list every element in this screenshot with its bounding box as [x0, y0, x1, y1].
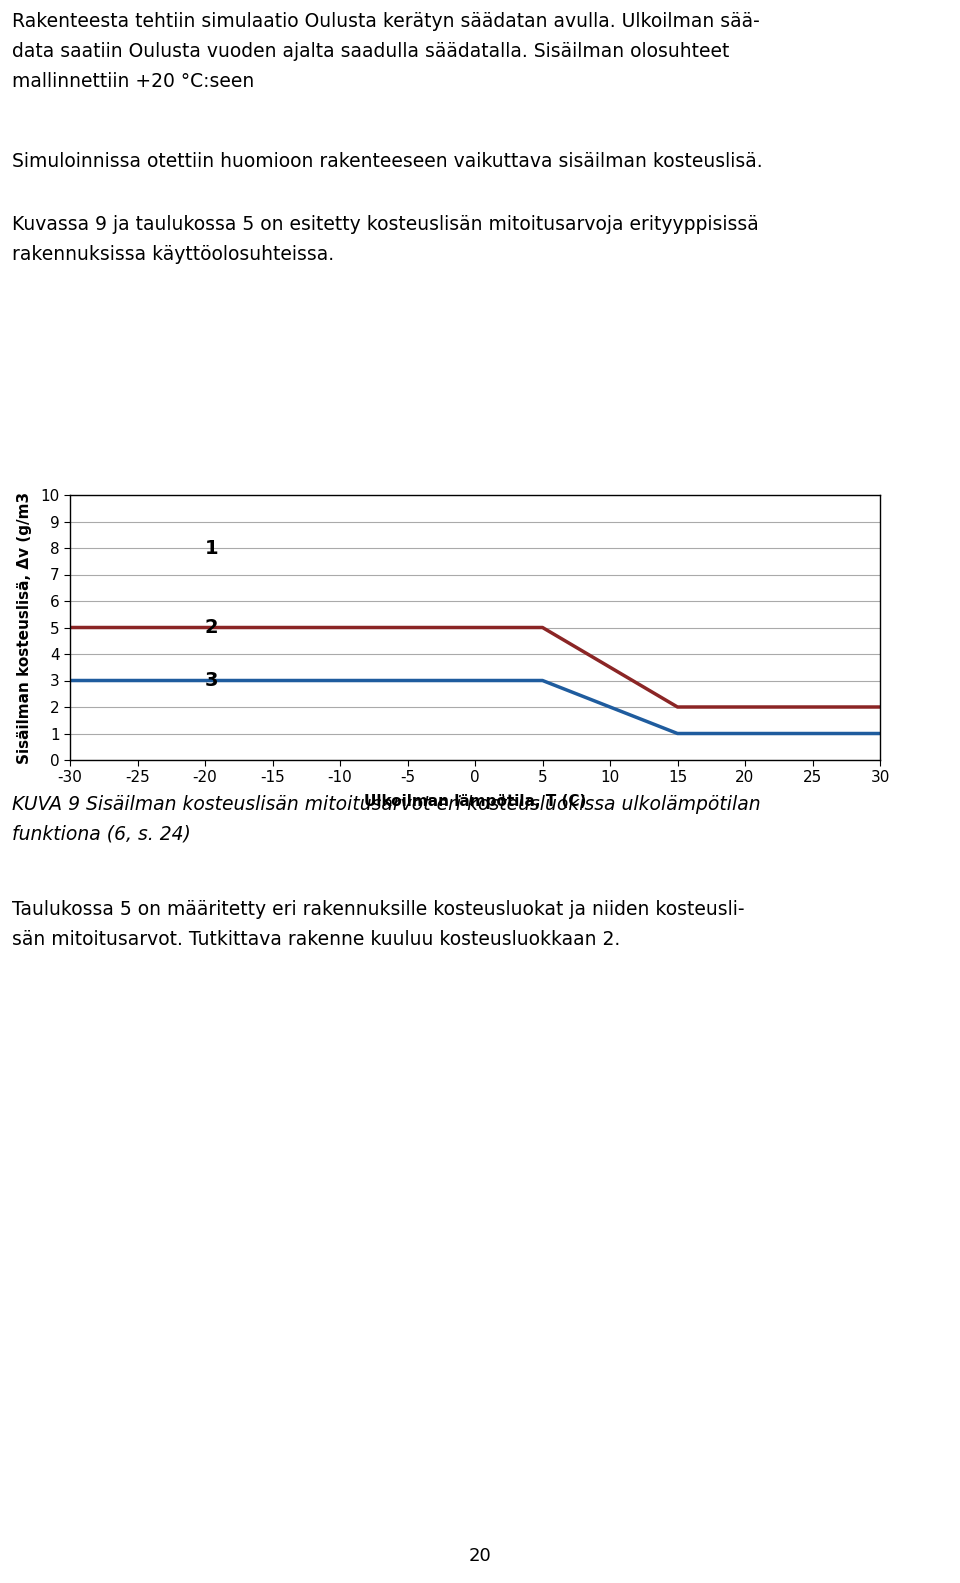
Text: Kuvassa 9 ja taulukossa 5 on esitetty kosteuslisän mitoitusarvoja erityyppisissä: Kuvassa 9 ja taulukossa 5 on esitetty ko… — [12, 215, 758, 234]
Text: Rakenteesta tehtiin simulaatio Oulusta kerätyn säädatan avulla. Ulkoilman sää-: Rakenteesta tehtiin simulaatio Oulusta k… — [12, 13, 759, 32]
Text: sän mitoitusarvot. Tutkittava rakenne kuuluu kosteusluokkaan 2.: sän mitoitusarvot. Tutkittava rakenne ku… — [12, 929, 620, 948]
Text: 3: 3 — [205, 671, 219, 690]
Text: funktiona (6, s. 24): funktiona (6, s. 24) — [12, 825, 191, 844]
Text: mallinnettiin +20 °C:seen: mallinnettiin +20 °C:seen — [12, 71, 254, 90]
Text: Simuloinnissa otettiin huomioon rakenteeseen vaikuttava sisäilman kosteuslisä.: Simuloinnissa otettiin huomioon rakentee… — [12, 152, 762, 171]
Text: Taulukossa 5 on määritetty eri rakennuksille kosteusluokat ja niiden kosteusli-: Taulukossa 5 on määritetty eri rakennuks… — [12, 901, 745, 920]
X-axis label: Ulkoilman lämpötila, T (C): Ulkoilman lämpötila, T (C) — [364, 793, 587, 809]
Text: 1: 1 — [205, 538, 219, 557]
Y-axis label: Sisäilman kosteuslisä, Δv (g/m3: Sisäilman kosteuslisä, Δv (g/m3 — [17, 491, 32, 763]
Text: 20: 20 — [468, 1547, 492, 1566]
Text: data saatiin Oulusta vuoden ajalta saadulla säädatalla. Sisäilman olosuhteet: data saatiin Oulusta vuoden ajalta saadu… — [12, 43, 730, 62]
Text: KUVA 9 Sisäilman kosteuslisän mitoitusarvot eri kosteusluokissa ulkolämpötilan: KUVA 9 Sisäilman kosteuslisän mitoitusar… — [12, 795, 760, 814]
Text: rakennuksissa käyttöolosuhteissa.: rakennuksissa käyttöolosuhteissa. — [12, 245, 334, 264]
Text: 2: 2 — [205, 617, 219, 636]
